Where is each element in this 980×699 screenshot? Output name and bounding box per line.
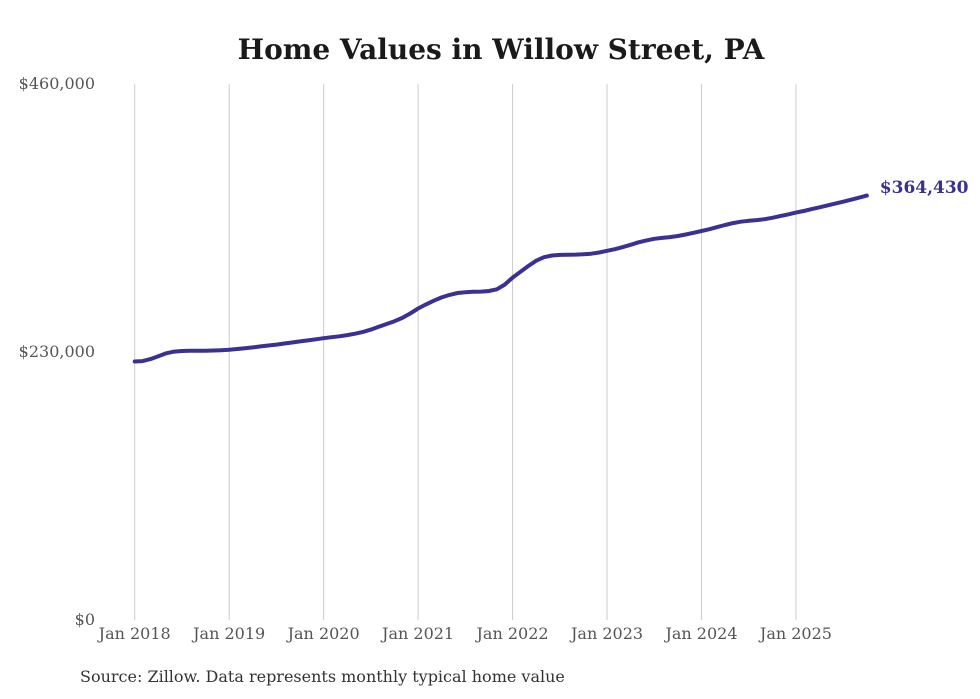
y-tick-label: $0 <box>74 610 95 629</box>
vertical-gridlines <box>134 84 797 620</box>
x-tick-label: Jan 2024 <box>665 624 738 643</box>
x-tick-label: Jan 2018 <box>98 624 171 643</box>
x-tick-label: Jan 2022 <box>476 624 549 643</box>
source-note: Source: Zillow. Data represents monthly … <box>80 667 565 686</box>
y-tick-label: $230,000 <box>18 342 95 362</box>
chart-title: Home Values in Willow Street, PA <box>237 33 765 66</box>
latest-value-label: $364,430 <box>879 178 969 199</box>
x-tick-label: Jan 2020 <box>287 624 360 643</box>
home-value-line-series <box>132 193 869 364</box>
x-tick-label: Jan 2025 <box>759 624 832 643</box>
x-tick-label: Jan 2023 <box>570 624 644 643</box>
y-tick-label: $460,000 <box>18 74 95 94</box>
x-tick-label: Jan 2019 <box>193 624 266 643</box>
x-tick-label: Jan 2021 <box>382 624 455 643</box>
